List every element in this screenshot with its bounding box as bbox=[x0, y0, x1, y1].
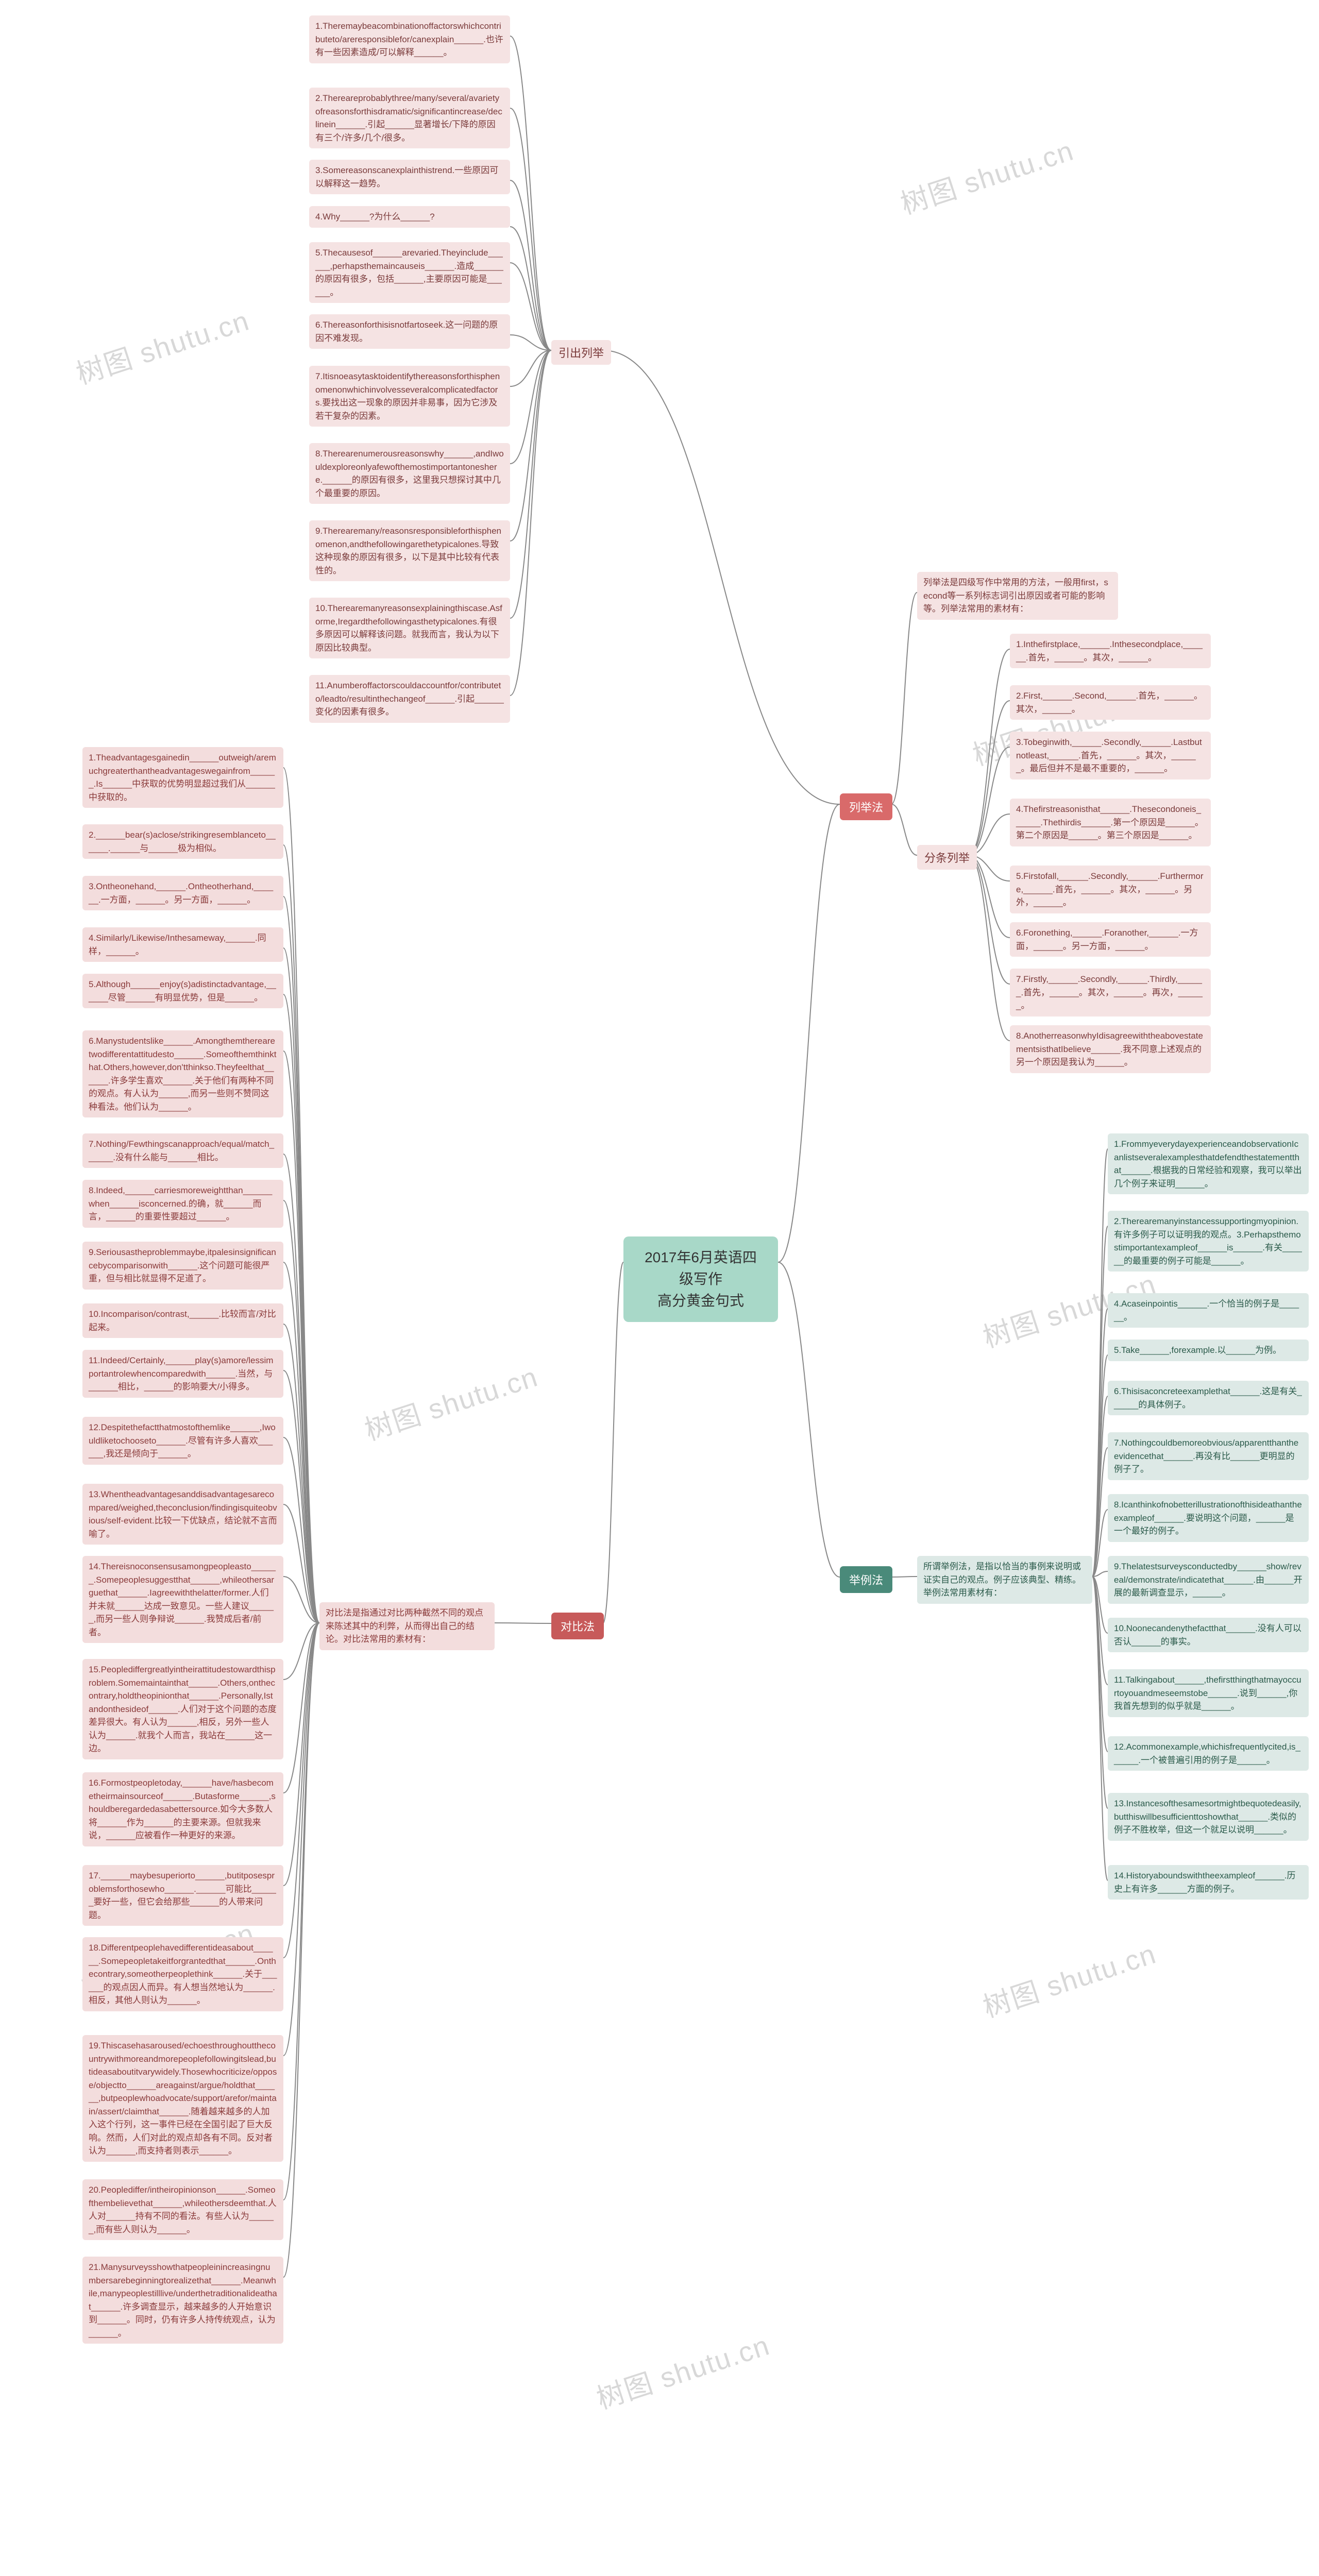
liebiao-left-10: 11.Anumberoffactorscouldaccountfor/contr… bbox=[309, 675, 510, 723]
liebiao-left-7: 8.Therearenumerousreasonswhy______,andIw… bbox=[309, 443, 510, 504]
duibi-leaf-18: 19.Thiscasehasaroused/echoesthroughoutth… bbox=[82, 2035, 283, 2162]
juli-leaf-3: 5.Take______,forexample.以______为例。 bbox=[1108, 1340, 1309, 1361]
juli-leaf-0: 1.Frommyeverydayexperienceandobservation… bbox=[1108, 1133, 1309, 1194]
juli-leaf-9: 11.Talkingabout______,thefirstthingthatm… bbox=[1108, 1669, 1309, 1717]
duibi-leaf-0: 1.Theadvantagesgainedin______outweigh/ar… bbox=[82, 747, 283, 808]
duibi-intro: 对比法是指通过对比两种截然不同的观点来陈述其中的利弊，从而得出自己的结论。对比法… bbox=[319, 1602, 495, 1650]
watermark-7: 树图 shutu.cn bbox=[977, 1931, 1160, 2025]
duibi-leaf-12: 13.Whentheadvantagesanddisadvantagesarec… bbox=[82, 1484, 283, 1545]
liebiao-left-1: 2.Thereareprobablythree/many/several/ava… bbox=[309, 88, 510, 148]
juli-leaf-6: 8.Icanthinkofnobetterillustrationofthisi… bbox=[1108, 1494, 1309, 1542]
juli-leaf-10: 12.Acommonexample,whichisfrequentlycited… bbox=[1108, 1736, 1309, 1771]
juli-intro: 所谓举例法，是指以恰当的事例来说明或证实自己的观点。例子应该典型、精练。举例法常… bbox=[917, 1556, 1092, 1604]
duibi-leaf-8: 9.Seriousastheproblemmaybe,itpalesinsign… bbox=[82, 1242, 283, 1290]
liebiao-right-3: 4.Thefirstreasonisthat______.Thesecondon… bbox=[1010, 799, 1211, 846]
juli-leaf-4: 6.Thisisaconcreteexamplethat______.这是有关_… bbox=[1108, 1381, 1309, 1415]
duibi-leaf-3: 4.Similarly/Likewise/Inthesameway,______… bbox=[82, 927, 283, 962]
duibi-leaf-9: 10.Incomparison/contrast,______.比较而言/对比起… bbox=[82, 1303, 283, 1338]
duibi-leaf-1: 2.______bear(s)aclose/strikingresemblanc… bbox=[82, 824, 283, 859]
liebiao-right-4: 5.Firstofall,______.Secondly,______.Furt… bbox=[1010, 866, 1211, 913]
duibi-leaf-13: 14.Thereisnoconsensusamongpeopleasto____… bbox=[82, 1556, 283, 1643]
duibi-leaf-15: 16.Formostpeopletoday,______have/hasbeco… bbox=[82, 1772, 283, 1846]
liebiao-right-6: 7.Firstly,______.Secondly,______.Thirdly… bbox=[1010, 969, 1211, 1016]
liebiao-left-5: 6.Thereasonforthisisnotfartoseek.这一问题的原因… bbox=[309, 314, 510, 349]
branch-duibi: 对比法 bbox=[551, 1613, 604, 1639]
juli-leaf-2: 4.Acaseinpointis______.一个恰当的例子是______。 bbox=[1108, 1293, 1309, 1328]
watermark-1: 树图 shutu.cn bbox=[894, 128, 1078, 222]
liebiao-right-2: 3.Tobeginwith,______.Secondly,______.Las… bbox=[1010, 732, 1211, 779]
branch-liebiao: 列举法 bbox=[840, 793, 892, 820]
liebiao-intro: 列举法是四级写作中常用的方法，一般用first，second等一系列标志词引出原… bbox=[917, 572, 1118, 620]
liebiao-left-4: 5.Thecausesof______arevaried.Theyinclude… bbox=[309, 242, 510, 303]
watermark-6: 树图 shutu.cn bbox=[590, 2323, 774, 2417]
duibi-leaf-7: 8.Indeed,______carriesmoreweightthan____… bbox=[82, 1180, 283, 1228]
juli-leaf-7: 9.Thelatestsurveysconductedby______show/… bbox=[1108, 1556, 1309, 1604]
duibi-leaf-10: 11.Indeed/Certainly,______play(s)amore/l… bbox=[82, 1350, 283, 1398]
watermark-0: 树图 shutu.cn bbox=[70, 298, 253, 392]
liebiao-left-3: 4.Why______?为什么______? bbox=[309, 206, 510, 228]
duibi-leaf-20: 21.Manysurveysshowthatpeopleinincreasing… bbox=[82, 2257, 283, 2344]
liebiao-left-6: 7.Itisnoeasytasktoidentifythereasonsfort… bbox=[309, 366, 510, 427]
juli-leaf-12: 14.Historyaboundswiththeexampleof______.… bbox=[1108, 1865, 1309, 1900]
watermark-4: 树图 shutu.cn bbox=[359, 1354, 542, 1448]
liebiao-right-5: 6.Foronething,______.Foranother,______.一… bbox=[1010, 922, 1211, 957]
juli-leaf-8: 10.Noonecandenythefactthat______.没有人可以否认… bbox=[1108, 1618, 1309, 1652]
juli-leaf-1: 2.Therearemanyinstancessupportingmyopini… bbox=[1108, 1211, 1309, 1272]
liebiao-right-7: 8.AnotherreasonwhyIdisagreewiththeaboves… bbox=[1010, 1025, 1211, 1073]
duibi-leaf-19: 20.Peoplediffer/intheiropinionson______.… bbox=[82, 2179, 283, 2240]
sub-yinchu: 引出列举 bbox=[551, 340, 611, 365]
liebiao-right-0: 1.Inthefirstplace,______.Inthesecondplac… bbox=[1010, 634, 1211, 668]
liebiao-left-2: 3.Somereasonscanexplainthistrend.一些原因可以解… bbox=[309, 160, 510, 194]
duibi-leaf-11: 12.Despitethefactthatmostofthemlike_____… bbox=[82, 1417, 283, 1465]
liebiao-left-8: 9.Therearemany/reasonsresponsibleforthis… bbox=[309, 520, 510, 581]
duibi-leaf-14: 15.Peoplediffergreatlyintheirattitudesto… bbox=[82, 1659, 283, 1759]
juli-leaf-5: 7.Nothingcouldbemoreobvious/apparentthan… bbox=[1108, 1432, 1309, 1480]
liebiao-left-9: 10.Therearemanyreasonsexplainingthiscase… bbox=[309, 598, 510, 658]
duibi-leaf-4: 5.Although______enjoy(s)adistinctadvanta… bbox=[82, 974, 283, 1008]
root-node: 2017年6月英语四级写作高分黄金句式 bbox=[623, 1236, 778, 1322]
juli-leaf-11: 13.Instancesofthesamesortmightbequotedea… bbox=[1108, 1793, 1309, 1841]
duibi-leaf-5: 6.Manystudentslike______.Amongthemtherea… bbox=[82, 1030, 283, 1117]
sub-fentiao: 分条列举 bbox=[917, 845, 977, 870]
liebiao-left-0: 1.Theremaybeacombinationoffactorswhichco… bbox=[309, 15, 510, 63]
branch-juli: 举例法 bbox=[840, 1566, 892, 1593]
duibi-leaf-2: 3.Ontheonehand,______.Ontheotherhand,___… bbox=[82, 876, 283, 910]
duibi-leaf-16: 17.______maybesuperiorto______,butitpose… bbox=[82, 1865, 283, 1926]
duibi-leaf-6: 7.Nothing/Fewthingscanapproach/equal/mat… bbox=[82, 1133, 283, 1168]
liebiao-right-1: 2.First,______.Second,______.首先，______。其… bbox=[1010, 685, 1211, 720]
duibi-leaf-17: 18.Differentpeoplehavedifferentideasabou… bbox=[82, 1937, 283, 2011]
